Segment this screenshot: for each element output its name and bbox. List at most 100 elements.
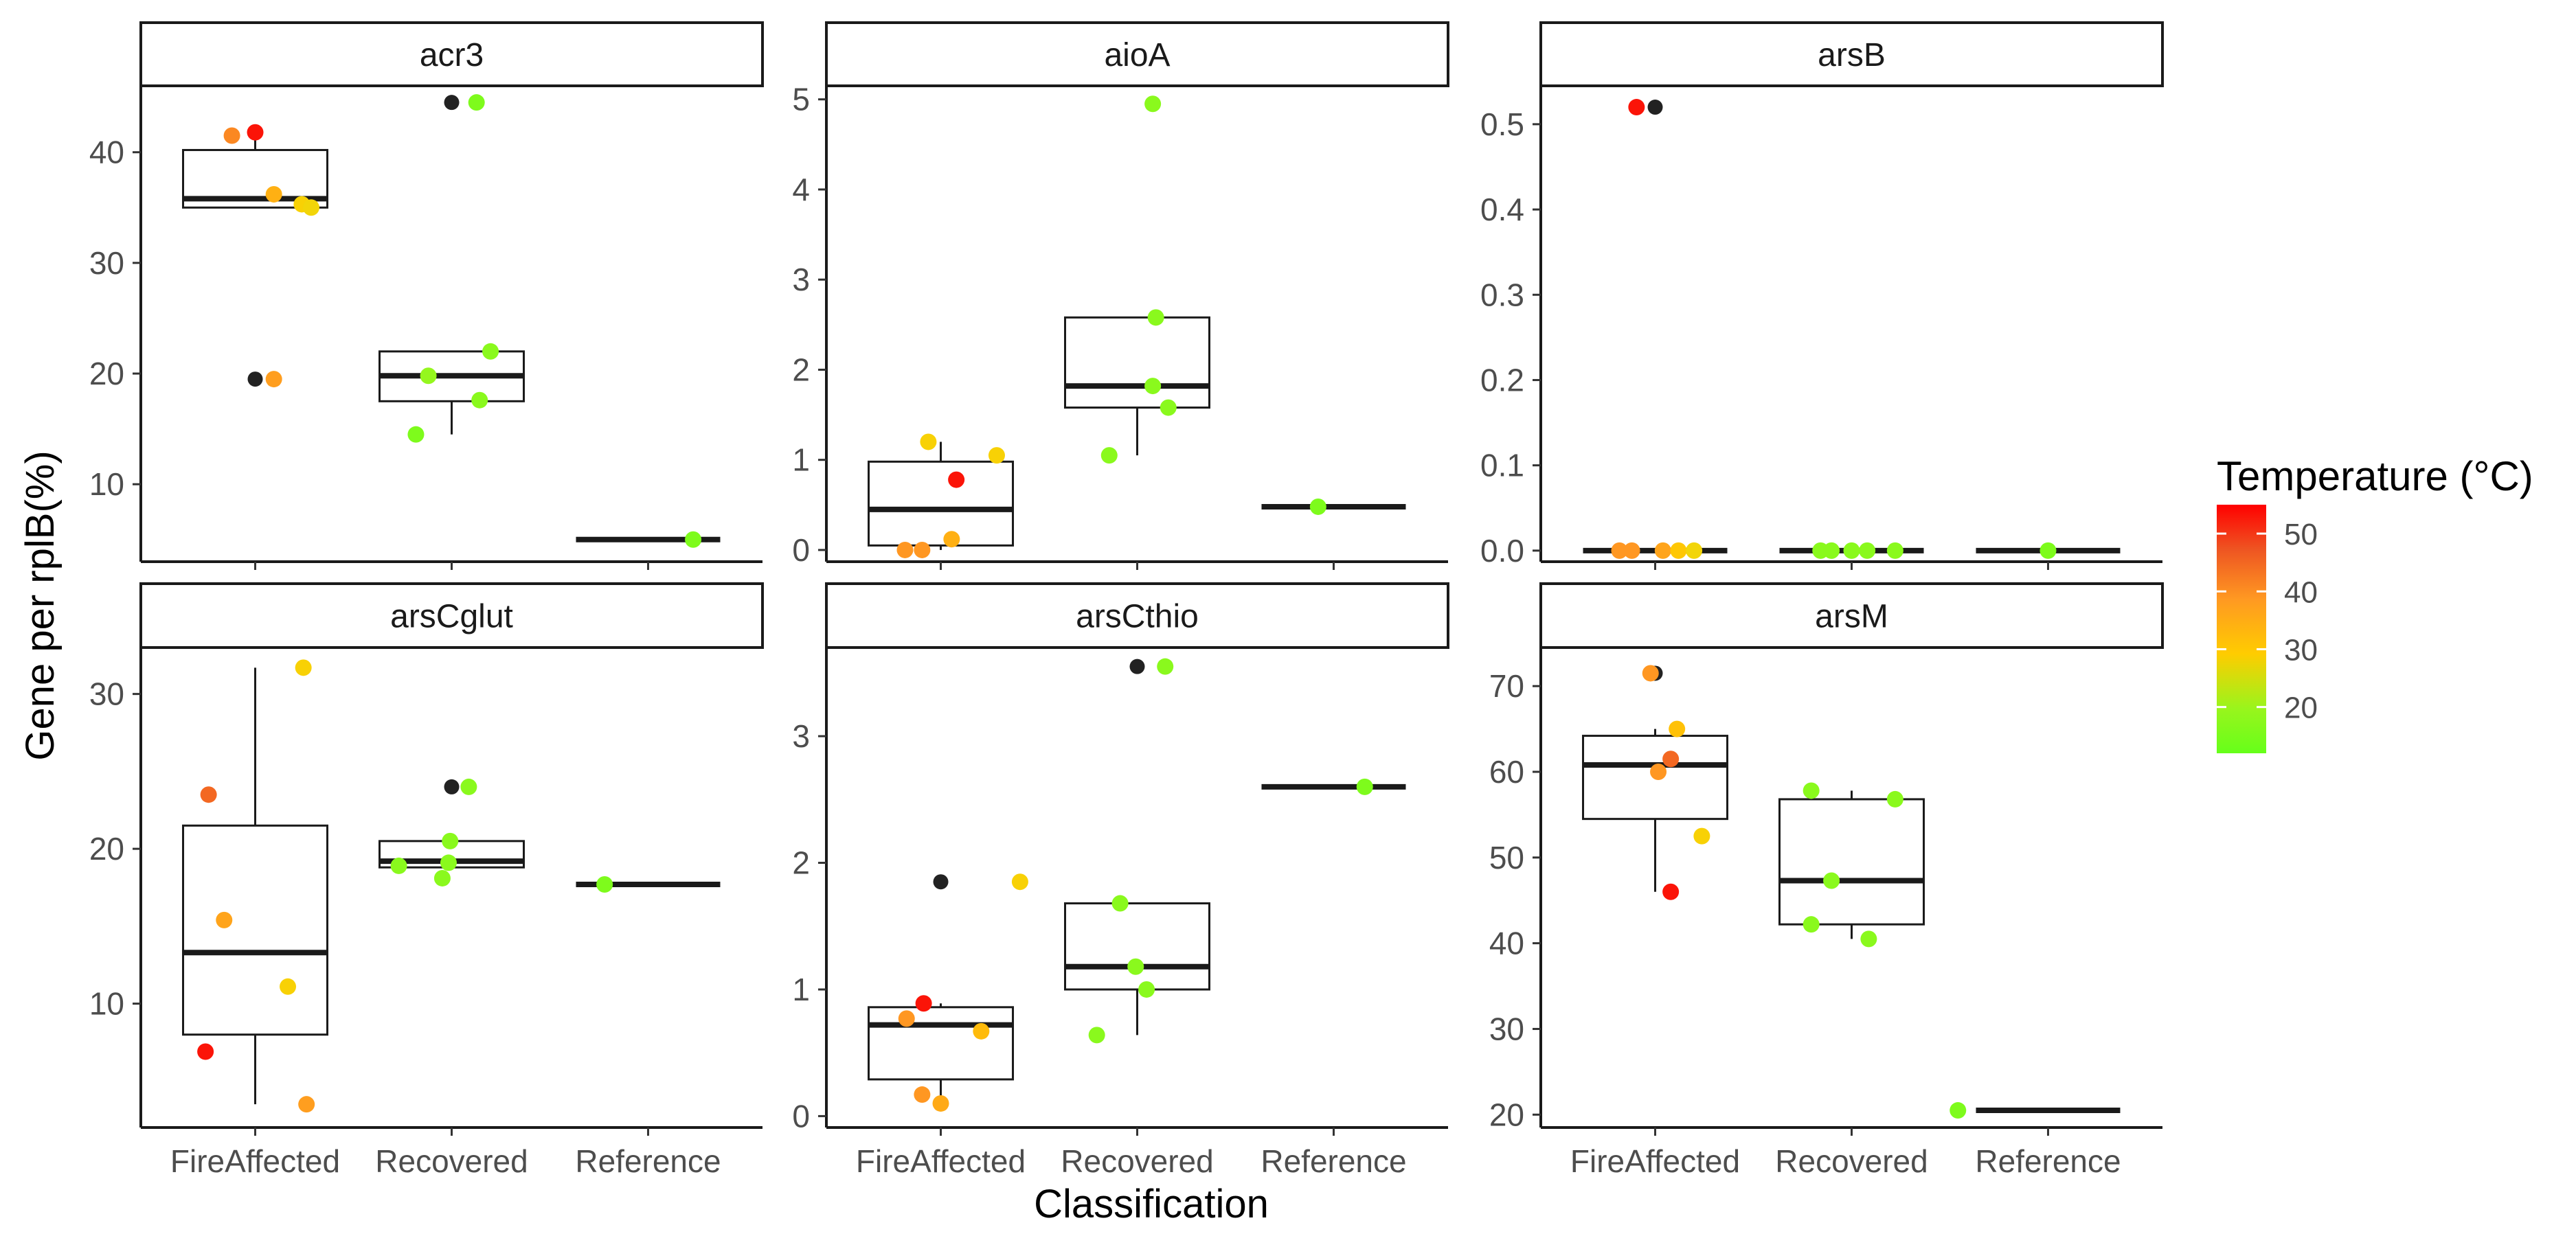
temperature-legend: Temperature (°C) 20 30 40 50	[2217, 453, 2533, 753]
outlier-point	[247, 371, 263, 387]
box-fireaffected	[868, 1003, 1015, 1103]
legend-tick-label: 20	[2284, 691, 2318, 725]
box-fireaffected	[1582, 729, 1729, 892]
facet-strip	[1539, 21, 2164, 87]
iqr-box	[1064, 902, 1210, 991]
x-tick-label: Recovered	[375, 1143, 528, 1179]
sample-point	[265, 185, 282, 203]
sample-point	[1950, 1102, 1967, 1119]
sample-point	[1309, 498, 1326, 515]
box-recovered	[1778, 790, 1925, 939]
y-tick-label: 4	[792, 172, 810, 207]
sample-point	[1650, 763, 1667, 780]
sample-point	[200, 786, 217, 803]
sample-point	[1144, 95, 1162, 113]
sample-point	[1160, 399, 1177, 416]
outlier-point	[1129, 659, 1145, 674]
sample-point	[407, 426, 425, 443]
y-tick-label: 20	[89, 831, 124, 867]
panel-acr3: acr3 10 20 30 40	[89, 21, 764, 570]
panel-arscthio: arsCthio 0 1 2 3 FireAffected Recovered Referen…	[792, 582, 1449, 1179]
x-tick-label: Reference	[575, 1143, 721, 1179]
box-fireaffected	[182, 667, 329, 1105]
sample-point	[1138, 981, 1155, 998]
sample-point	[1100, 447, 1118, 464]
sample-point	[280, 978, 297, 995]
sample-point	[1642, 665, 1659, 682]
legend-colorbar	[2217, 505, 2266, 753]
facet-strip-label: arsCthio	[1076, 599, 1199, 635]
y-tick-label: 0.2	[1480, 362, 1524, 398]
sample-point	[471, 391, 488, 409]
sample-point	[1886, 790, 1903, 808]
y-tick-label: 30	[89, 245, 124, 281]
iqr-box	[868, 1006, 1015, 1081]
y-tick-label: 60	[1489, 754, 1524, 790]
y-tick-label: 3	[792, 262, 810, 297]
sample-point	[685, 531, 702, 548]
sample-point	[390, 857, 407, 874]
y-tick-label: 1	[792, 972, 810, 1007]
y-tick-label: 40	[89, 135, 124, 170]
sample-point	[1662, 883, 1680, 900]
outlier-point	[933, 874, 949, 890]
y-tick-label: 30	[1489, 1011, 1524, 1046]
y-tick-label: 0.1	[1480, 448, 1524, 483]
legend-ticks: 20 30 40 50	[2217, 518, 2318, 725]
y-tick-label: 0	[792, 1098, 810, 1134]
x-tick-label: Recovered	[1775, 1143, 1928, 1179]
y-tick-label: 10	[89, 986, 124, 1022]
facet-strip	[1539, 582, 2164, 649]
facet-strip	[139, 582, 764, 649]
x-tick-label: Recovered	[1061, 1143, 1213, 1179]
sample-point	[920, 433, 937, 450]
sample-point	[247, 124, 264, 141]
iqr-box	[182, 824, 329, 1036]
sample-point	[1803, 916, 1820, 933]
y-tick-label: 40	[1489, 926, 1524, 961]
y-axis-title: Gene per rplB(%)	[18, 450, 63, 760]
x-tick-label: Reference	[1261, 1143, 1406, 1179]
sample-point	[468, 94, 485, 111]
sample-point	[442, 832, 459, 849]
legend-tick-label: 40	[2284, 575, 2318, 609]
sample-point	[302, 199, 319, 216]
legend-title: Temperature (°C)	[2217, 453, 2533, 499]
y-tick-label: 1	[792, 442, 810, 478]
sample-point	[914, 541, 931, 558]
box-fireaffected	[182, 132, 329, 209]
sample-point	[1693, 827, 1710, 845]
sample-point	[1654, 542, 1671, 559]
sample-point	[1628, 99, 1645, 116]
panel-arsb: arsB 0.0 0.1 0.2 0.3 0.4 0.5	[1480, 21, 2164, 570]
x-tick-label: FireAffected	[856, 1143, 1026, 1179]
sample-point	[932, 1095, 949, 1112]
sample-point	[482, 343, 499, 360]
sample-point	[223, 127, 240, 144]
facet-strip-label: arsCglut	[390, 599, 513, 635]
y-tick-label: 3	[792, 718, 810, 754]
box-recovered	[1064, 902, 1210, 1035]
sample-point	[1823, 542, 1840, 559]
panel-arsm: arsM 20 30 40 50 60 70 FireAffected Recovered Ref…	[1489, 582, 2164, 1179]
facet-strip	[825, 582, 1449, 649]
legend-tick-label: 30	[2284, 633, 2318, 667]
outlier-point	[444, 95, 460, 111]
sample-point	[896, 541, 914, 558]
facet-panels: acr310203040aioA012345arsB0.00.10.20.30.…	[89, 21, 2164, 1179]
sample-point	[1127, 958, 1144, 975]
sample-point	[298, 1096, 315, 1113]
x-axis-title: Classification	[1034, 1182, 1269, 1226]
sample-point	[973, 1022, 990, 1040]
y-tick-label: 0.5	[1480, 106, 1524, 142]
sample-point	[596, 876, 613, 893]
y-tick-label: 0	[792, 532, 810, 568]
sample-point	[1823, 872, 1840, 889]
panel-arscglut: arsCglut 10 20 30 FireAffected Recovered Refer…	[89, 582, 764, 1179]
sample-point	[440, 854, 457, 871]
y-tick-label: 10	[89, 466, 124, 502]
y-tick-label: 20	[89, 356, 124, 391]
sample-point	[1669, 720, 1686, 737]
sample-point	[1111, 895, 1129, 912]
